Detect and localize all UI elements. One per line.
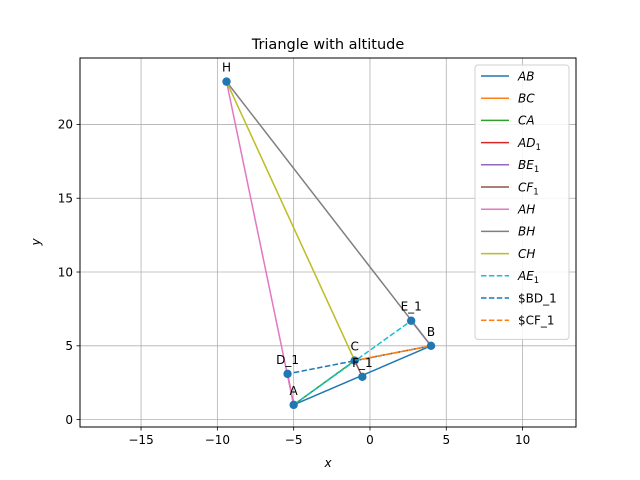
x-tick-label: −15 [128, 433, 153, 447]
point-marker-f-1 [358, 372, 367, 382]
x-tick-label: 10 [515, 433, 530, 447]
y-tick-label: 10 [58, 265, 73, 279]
point-marker-d-1 [283, 369, 292, 379]
series-line-ah [225, 81, 295, 406]
y-tick-label: 20 [58, 118, 73, 132]
y-tick-label: 5 [65, 339, 73, 353]
series-lines [225, 81, 432, 406]
legend-label-ah: AH [517, 203, 535, 217]
point-label-b: B [427, 325, 435, 339]
legend-label-ae1: AE1 [517, 269, 539, 286]
x-tick-label: −10 [205, 433, 230, 447]
legend-label-cf-1: $CF_1 [518, 314, 555, 328]
point-label-e-1: E_1 [401, 300, 422, 314]
point-labels: A B C D_1 E_1 F_1 H [222, 61, 435, 398]
x-tick-label: −5 [285, 433, 303, 447]
legend-label-ab: AB [517, 69, 534, 83]
legend-label-bh: BH [518, 225, 535, 239]
legend-box [474, 64, 570, 340]
legend-label-ad1: AD1 [517, 136, 541, 153]
chart-title: Triangle with altitude [251, 37, 405, 53]
series-line-cf-1 [354, 345, 432, 362]
point-marker-e-1 [406, 316, 416, 325]
legend-label-ch: CH [518, 247, 535, 261]
y-tick-label: 0 [65, 413, 73, 427]
point-label-d-1: D_1 [276, 353, 299, 367]
point-label-c: C [351, 340, 359, 354]
point-label-a: A [290, 384, 299, 398]
y-axis-label: y [29, 238, 43, 247]
y-tick-label: 15 [58, 192, 73, 206]
legend-label-bd-1: $BD_1 [518, 291, 557, 305]
series-line-bh [225, 81, 432, 347]
series-line-ch [225, 81, 356, 361]
point-marker-c [350, 356, 359, 365]
legend-label-cf1: CF1 [518, 180, 539, 197]
axes-frame [79, 57, 577, 428]
legend-label-bc: BC [518, 92, 535, 106]
legend: AB BC CA AD1 BE1 CF1 AH BH CH AE1 $BD_1 $CF_1 [474, 64, 570, 340]
point-marker-h [222, 77, 231, 86]
point-marker-a [289, 400, 298, 410]
legend-label-ca: CA [518, 114, 535, 128]
point-markers [222, 77, 436, 410]
point-label-h: H [222, 61, 231, 75]
legend-label-be1: BE1 [518, 158, 539, 175]
point-marker-b [426, 341, 436, 351]
y-axis-ticks: 0 5 10 15 20 [58, 118, 80, 427]
point-label-f-1: F_1 [352, 356, 373, 370]
x-axis-label: x [323, 456, 332, 470]
x-axis-ticks: −15 −10 −5 0 5 10 [128, 427, 530, 447]
x-tick-label: 5 [442, 433, 450, 447]
x-tick-label: 0 [366, 433, 374, 447]
